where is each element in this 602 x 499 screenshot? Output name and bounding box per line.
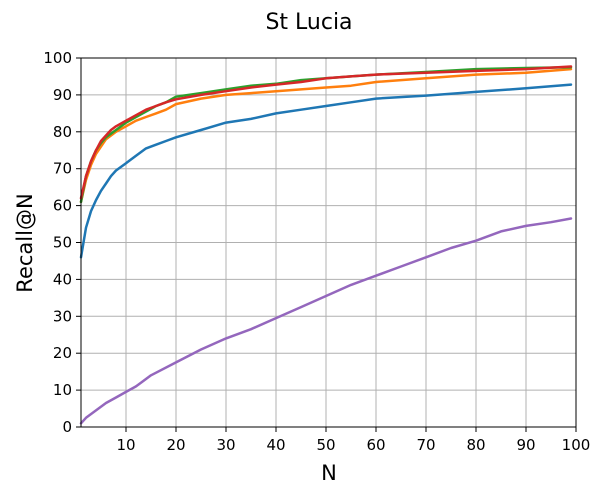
y-tick-label: 100 (43, 49, 72, 67)
x-tick-label: 70 (416, 436, 435, 454)
chart-title: St Lucia (265, 10, 352, 35)
x-axis-label: N (321, 461, 337, 485)
axis-ticks: 10 20 30 40 50 60 70 80 90 100 0 10 20 30 40 50 60 70 80 90… (43, 49, 590, 454)
y-tick-label: 90 (53, 86, 72, 104)
x-tick-label: 10 (116, 436, 135, 454)
y-tick-label: 20 (53, 344, 72, 362)
y-tick-label: 50 (53, 234, 72, 252)
y-tick-label: 10 (53, 381, 72, 399)
series-lines (79, 65, 573, 425)
x-tick-label: 20 (166, 436, 185, 454)
series-line-1 (79, 83, 573, 259)
x-tick-label: 40 (266, 436, 285, 454)
x-tick-label: 30 (216, 436, 235, 454)
y-tick-label: 80 (53, 123, 72, 141)
y-tick-label: 40 (53, 270, 72, 288)
series-line-4 (79, 65, 573, 200)
y-tick-label: 60 (53, 197, 72, 215)
series-line-2 (79, 67, 573, 204)
x-tick-label: 100 (562, 436, 591, 454)
series-line-5 (79, 217, 573, 425)
x-tick-label: 80 (466, 436, 485, 454)
x-tick-label: 90 (516, 436, 535, 454)
x-tick-label: 50 (316, 436, 335, 454)
x-tick-label: 60 (366, 436, 385, 454)
y-axis-label: Recall@N (13, 193, 37, 292)
y-tick-label: 70 (53, 160, 72, 178)
y-tick-label: 0 (62, 418, 72, 436)
y-tick-label: 30 (53, 307, 72, 325)
